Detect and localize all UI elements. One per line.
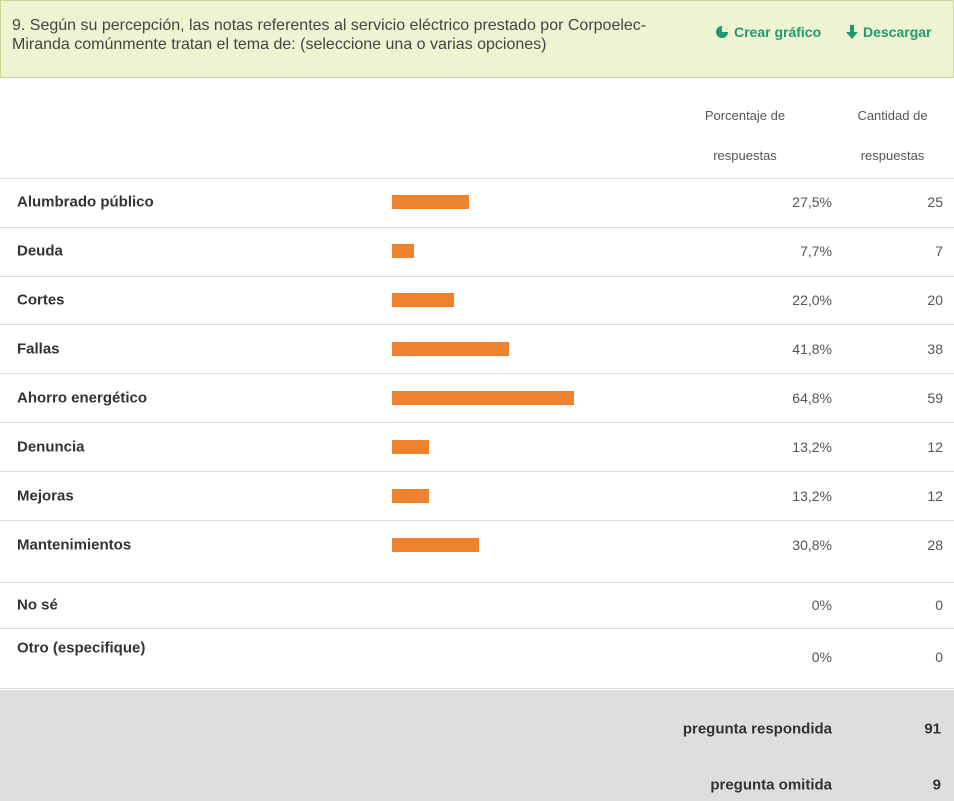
count-value: 38 [927,341,943,357]
percent-value: 64,8% [792,390,832,406]
download-icon [846,25,858,39]
percent-bar [392,244,414,258]
row-separator [0,471,954,472]
count-value: 28 [927,537,943,553]
row-separator [0,520,954,521]
percent-value: 41,8% [792,341,832,357]
percent-value: 30,8% [792,537,832,553]
row-label: Deuda [17,242,63,260]
summary-panel [0,690,954,801]
row-separator [0,276,954,277]
create-chart-link[interactable]: Crear gráfico [715,24,821,40]
create-chart-text[interactable]: Crear gráfico [734,24,822,40]
summary-label: pregunta respondida [682,720,832,738]
percent-bar [392,293,454,307]
percent-bar [392,440,430,454]
count-value: 12 [927,488,943,504]
percent-bar [392,195,470,209]
row-label: Mantenimientos [17,536,132,554]
count-value: 0 [935,649,943,665]
percent-value: 22,0% [792,292,832,308]
count-value: 59 [927,390,943,406]
row-separator [0,324,954,325]
row-separator [0,373,954,374]
column-header: Cantidad de respuestas [857,108,928,163]
percent-bar [392,342,510,356]
row-label: Denuncia [17,438,85,456]
summary-label: pregunta omitida [710,776,832,794]
count-value: 20 [927,292,943,308]
count-value: 7 [935,243,943,259]
row-separator [0,688,954,689]
percent-value: 7,7% [800,243,832,259]
percent-bar [392,489,430,503]
row-label: Alumbrado público [17,193,154,211]
percent-value: 13,2% [792,488,832,504]
row-label: Otro (especifique) [17,639,146,657]
percent-value: 0% [811,597,832,613]
percent-bar [392,538,479,552]
download-text[interactable]: Descargar [863,24,932,40]
row-label: Cortes [17,291,65,309]
row-label: No sé [17,596,58,614]
count-value: 25 [927,194,943,210]
question-title: 9. Según su percepción, las notas refere… [12,17,647,53]
summary-value: 91 [924,720,941,738]
percent-bar [392,391,575,405]
summary-value: 9 [932,776,941,794]
percent-value: 0% [811,649,832,665]
column-header: Porcentaje de respuestas [704,108,786,163]
row-separator [0,628,954,629]
percent-value: 13,2% [792,439,832,455]
count-value: 0 [935,597,943,613]
count-value: 12 [927,439,943,455]
question-header [0,0,954,78]
row-separator [0,422,954,423]
row-separator [0,178,954,179]
row-separator [0,582,954,583]
pie-icon [716,26,728,38]
row-separator [0,227,954,228]
row-label: Mejoras [17,487,74,505]
row-label: Ahorro energético [17,389,148,407]
percent-value: 27,5% [792,194,832,210]
row-label: Fallas [17,340,60,358]
download-link[interactable]: Descargar [846,24,932,40]
